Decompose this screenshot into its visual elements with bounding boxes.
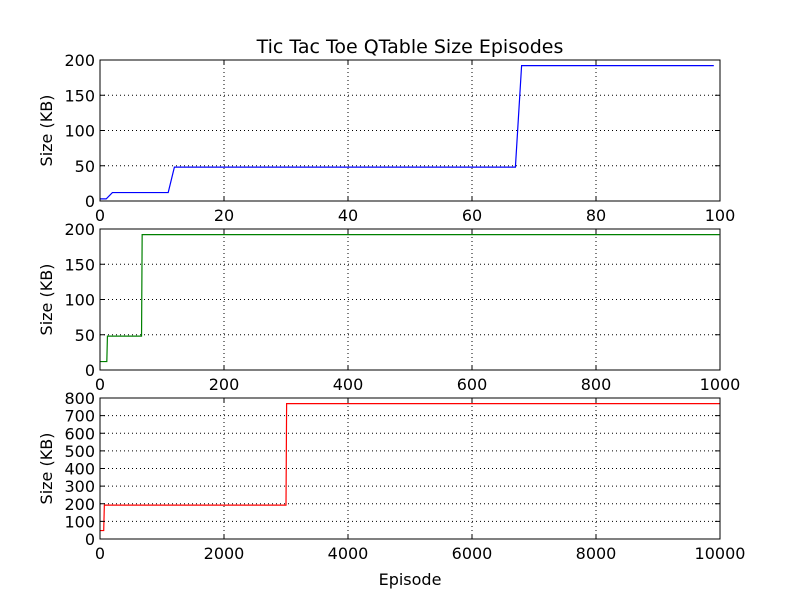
x-tick-label: 600 <box>457 375 488 394</box>
x-tick-label: 800 <box>581 375 612 394</box>
y-tick-label: 200 <box>64 495 95 514</box>
y-tick-label: 0 <box>85 192 95 211</box>
y-tick-label: 200 <box>64 51 95 70</box>
y-tick-label: 500 <box>64 442 95 461</box>
y-tick-label: 800 <box>64 389 95 408</box>
axes-frame <box>99 228 721 371</box>
y-tick-label: 100 <box>64 122 95 141</box>
x-tick-label: 100 <box>705 206 736 225</box>
x-tick-label: 0 <box>95 544 105 563</box>
y-tick-label: 300 <box>64 477 95 496</box>
y-axis-label: Size (KB) <box>37 264 56 336</box>
y-tick-label: 400 <box>64 460 95 479</box>
subplot-1: 0 20 40 60 80 100 0 50 100 150 200 Size (KB) <box>37 51 735 225</box>
x-tick-label: 0 <box>95 375 105 394</box>
chart-title: Tic Tac Toe QTable Size Episodes <box>256 36 564 58</box>
y-tick-label: 50 <box>75 326 95 345</box>
y-tick-label: 0 <box>85 361 95 380</box>
y-tick-label: 50 <box>75 157 95 176</box>
subplot-3: 0 2000 4000 6000 8000 10000 010020030040050060… <box>37 389 745 589</box>
x-tick-label: 20 <box>214 206 234 225</box>
y-tick-label: 200 <box>64 220 95 239</box>
axes-frame <box>99 59 721 202</box>
x-tick-label: 40 <box>338 206 358 225</box>
y-tick-label: 100 <box>64 291 95 310</box>
x-tick-label: 200 <box>209 375 240 394</box>
x-tick-label: 0 <box>95 206 105 225</box>
x-tick-label: 80 <box>586 206 606 225</box>
x-tick-label: 2000 <box>204 544 245 563</box>
y-tick-label: 150 <box>64 255 95 274</box>
y-tick-label: 0 <box>85 530 95 549</box>
axes-frame <box>99 397 721 540</box>
y-tick-label: 600 <box>64 424 95 443</box>
x-tick-label: 400 <box>333 375 364 394</box>
series-line <box>100 403 720 532</box>
series-line <box>100 234 720 363</box>
series-line <box>100 65 714 200</box>
y-axis-label: Size (KB) <box>37 95 56 167</box>
x-tick-label: 8000 <box>576 544 617 563</box>
y-tick-label: 150 <box>64 86 95 105</box>
y-tick-label: 700 <box>64 407 95 426</box>
y-axis-label: Size (KB) <box>37 433 56 505</box>
x-tick-label: 6000 <box>452 544 493 563</box>
x-tick-label: 10000 <box>695 544 746 563</box>
x-tick-label: 60 <box>462 206 482 225</box>
x-axis-label: Episode <box>379 570 442 589</box>
subplot-2: 0 200 400 600 800 1000 0 50 100 150 200 Size (KB) <box>37 220 740 394</box>
y-tick-label: 100 <box>64 512 95 531</box>
x-tick-label: 1000 <box>700 375 741 394</box>
x-tick-label: 4000 <box>328 544 369 563</box>
